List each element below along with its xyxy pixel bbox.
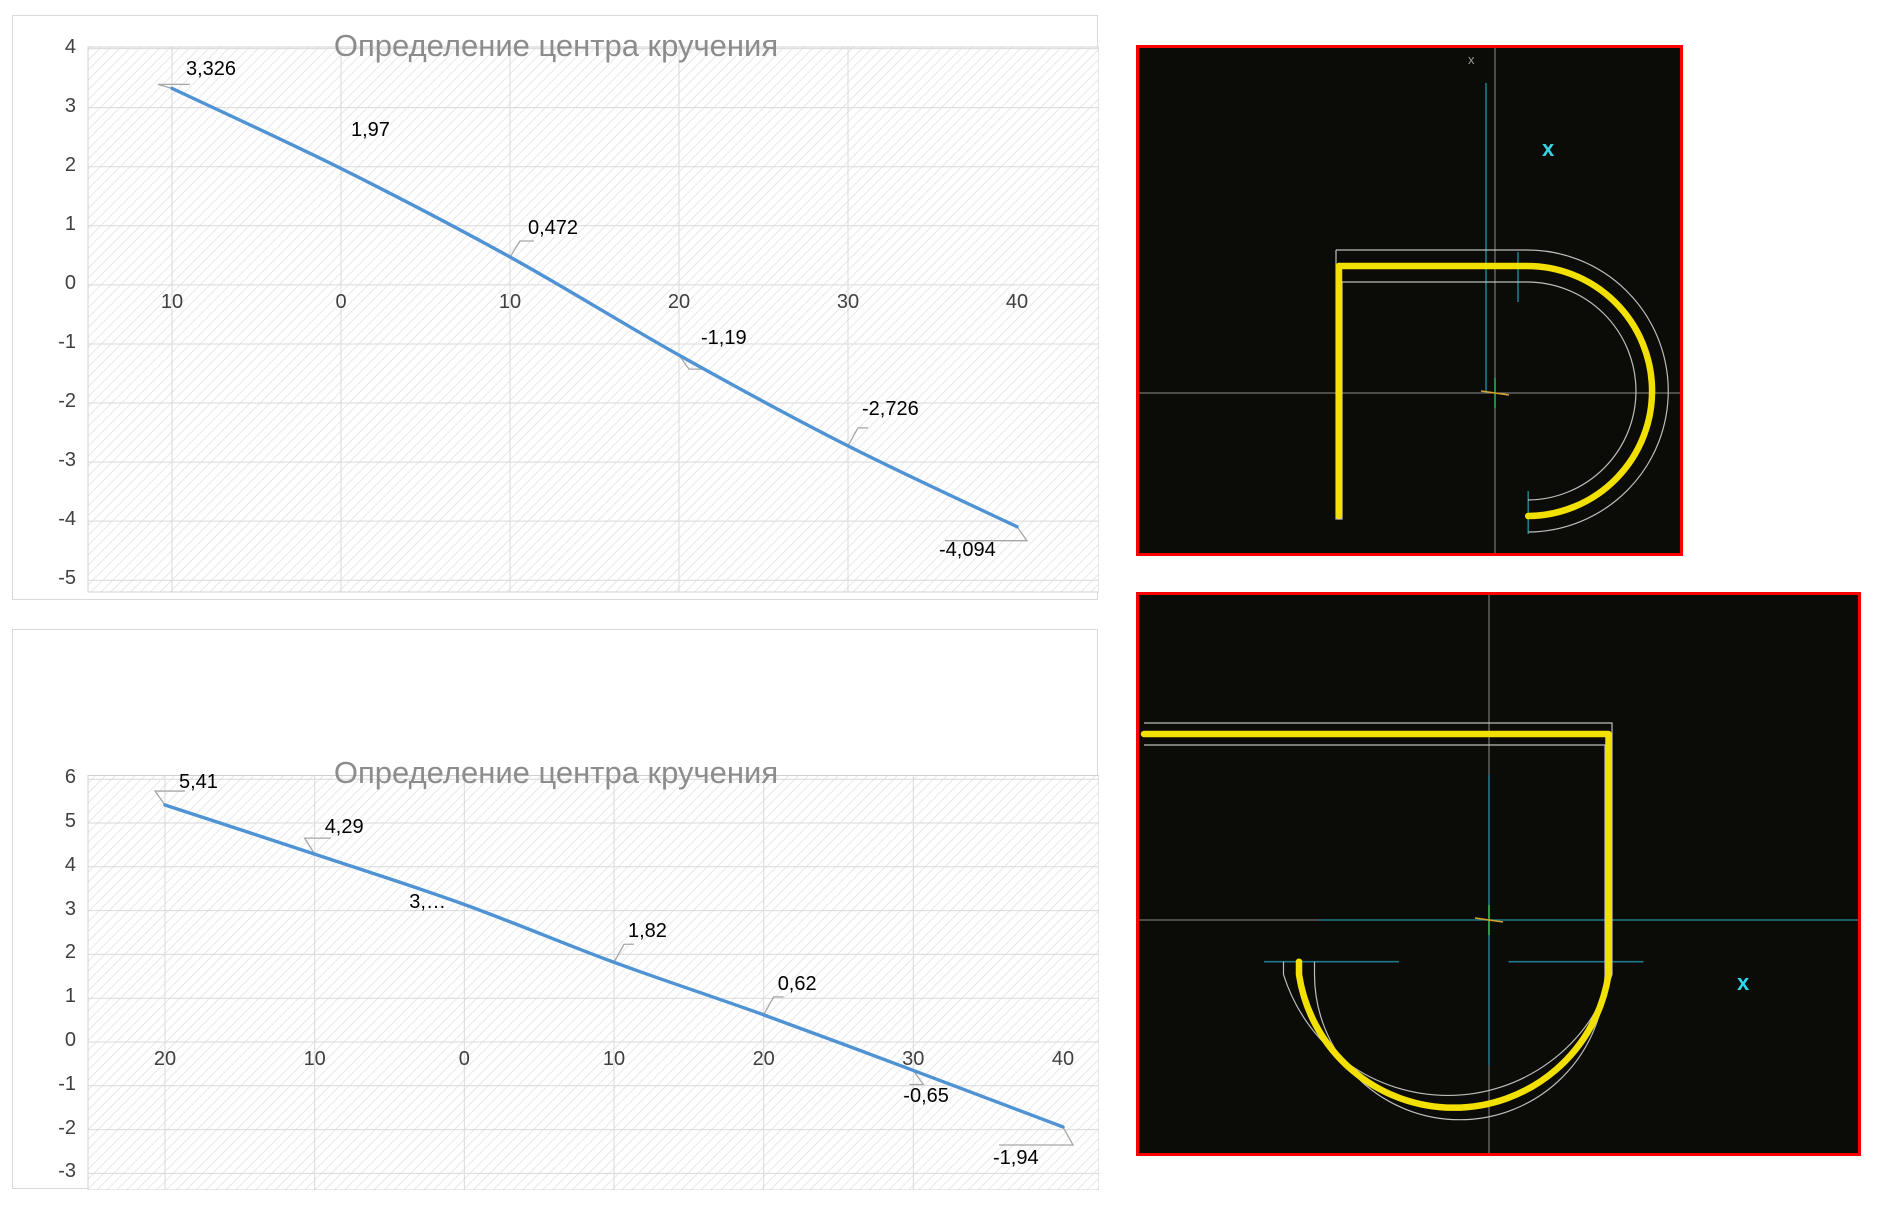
svg-text:x: x [1542, 136, 1555, 161]
svg-text:x: x [1468, 52, 1475, 67]
svg-text:x: x [1737, 970, 1750, 995]
